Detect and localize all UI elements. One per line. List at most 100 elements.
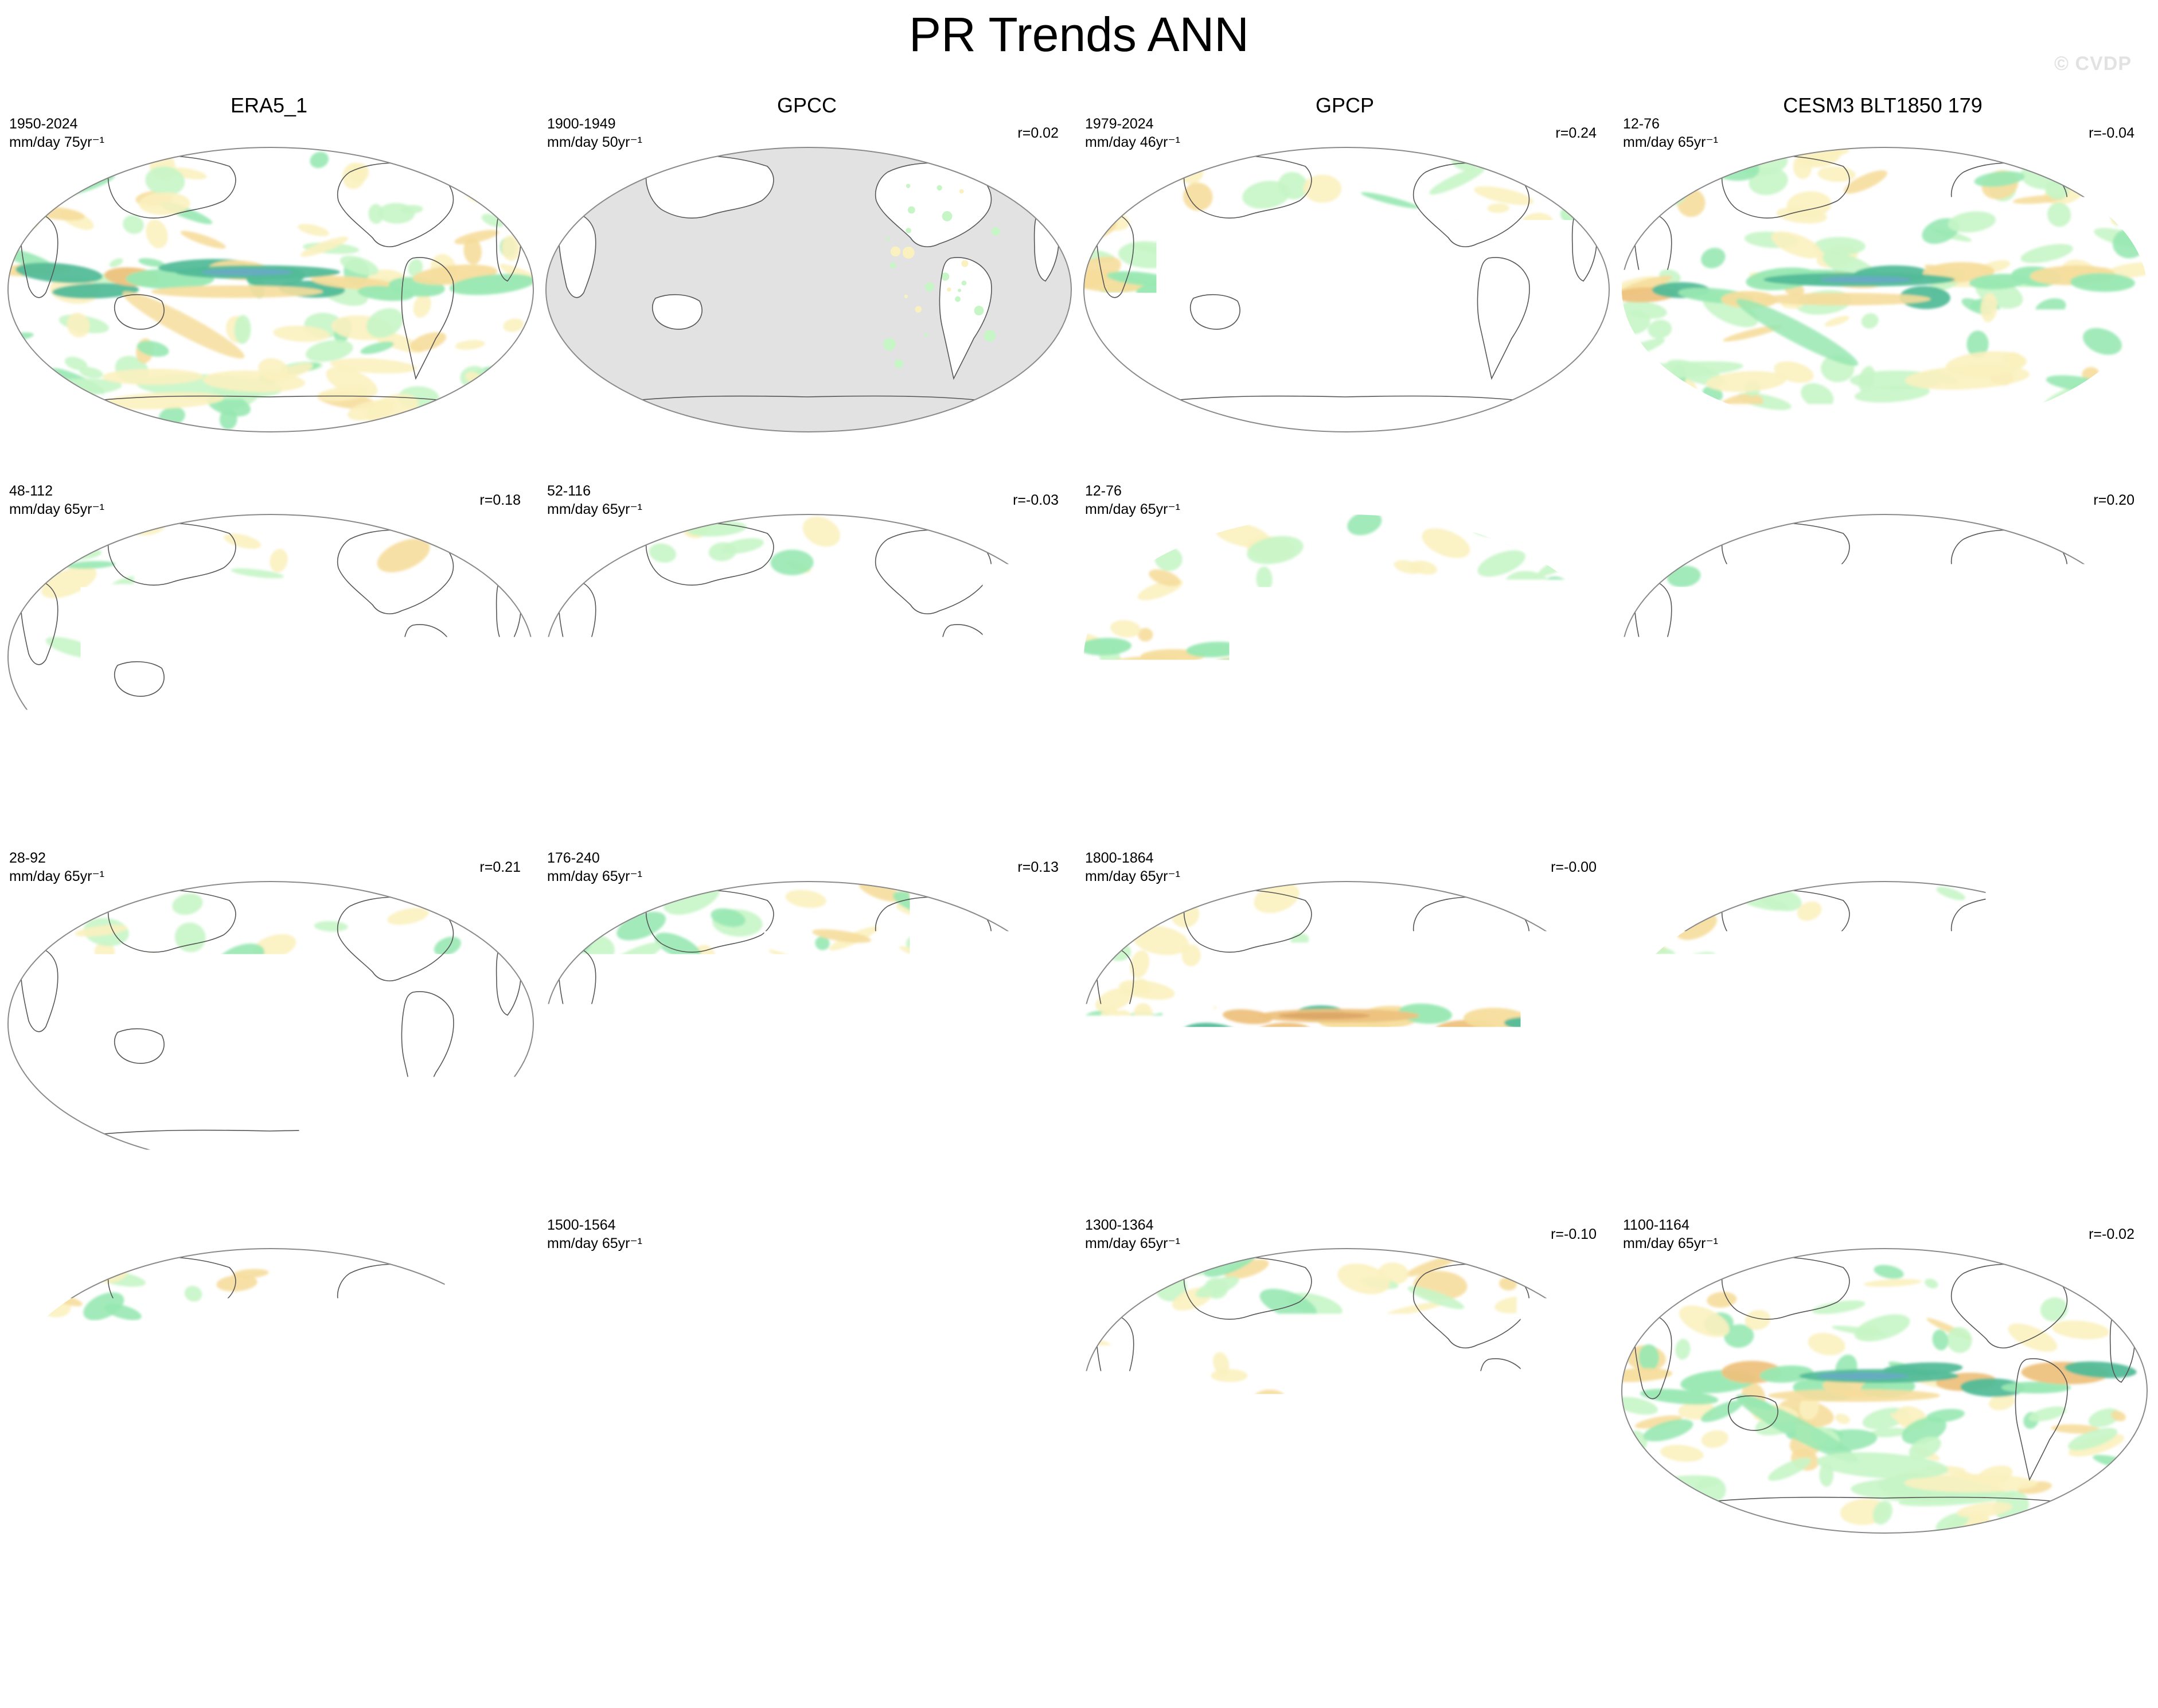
colorbar-swatch: [881, 1617, 980, 1648]
trend-contour: [906, 184, 910, 188]
colorbar-tick-label: -6: [444, 1652, 525, 1692]
colorbar-tick-label: 6: [1634, 1652, 1714, 1692]
panel-correlation: r=0.04: [2093, 858, 2134, 876]
page-title: PR Trends ANN: [0, 6, 2158, 63]
trend-contour: [1047, 1482, 1072, 1497]
panel-title: ERA5_1: [0, 93, 538, 118]
panel-title: GPCC: [538, 93, 1076, 118]
trend-contour: [1765, 1028, 1937, 1040]
panel-title: CESM3 BLT1850 156 176-240: [538, 827, 1076, 852]
trend-contour: [1039, 1296, 1076, 1311]
colorbar-swatch: [1377, 1617, 1476, 1648]
trend-contour: [1076, 717, 1101, 737]
trend-contour: [1523, 400, 1573, 436]
panel-title: CESM2 piControl B: [1076, 1194, 1614, 1219]
colorbar-tick-label: -1: [742, 1652, 822, 1692]
trend-contour: [1086, 1106, 1113, 1125]
trend-contour: [1551, 1133, 1601, 1159]
trend-contour: [555, 176, 587, 195]
trend-contour: [2101, 157, 2128, 185]
trend-contour: [1567, 887, 1614, 914]
trend-contour: [549, 542, 595, 578]
trend-contour: [57, 1493, 98, 1516]
trend-contour: [19, 1114, 71, 1158]
trend-contour: [6, 1306, 40, 1331]
trend-contour: [201, 269, 293, 276]
colorbar: [385, 1617, 1773, 1648]
panel-correlation: r=0.13: [1017, 858, 1059, 876]
panel-period: 12-76: [1623, 482, 1660, 500]
colorbar-swatch: [385, 1617, 485, 1648]
trend-contour: [488, 145, 517, 180]
panel-title: CESM3 BLT1850 179: [1614, 93, 2152, 118]
trend-contour: [538, 184, 580, 215]
panel-correlation: r=0.20: [2093, 491, 2134, 509]
trend-contour: [579, 1256, 642, 1284]
trend-contour: [975, 1504, 1023, 1530]
trend-contour: [1273, 278, 1364, 284]
panel-title: CESM3 BLT1850 172: [538, 460, 1076, 485]
trend-contour: [903, 247, 915, 259]
colorbar-tick-label: 1: [1337, 1652, 1417, 1692]
trend-contour: [1664, 758, 1685, 781]
trend-contour: [1667, 1266, 1699, 1292]
trend-contour: [475, 922, 505, 931]
map-panel: CESM3 BLT1850 178 48-112 mm/day 65yr⁻¹ r=0.…: [0, 459, 538, 803]
trend-contour: [551, 1268, 599, 1306]
panel-period: 52-116: [547, 482, 591, 500]
panel-units: mm/day 65yr⁻¹: [547, 500, 642, 518]
trend-contour: [464, 1506, 520, 1518]
trend-contour: [2109, 1460, 2152, 1494]
trend-contour: [883, 338, 896, 351]
trend-contour: [1293, 1374, 1384, 1381]
panel-period: 1100-1164: [1623, 1216, 1689, 1234]
trend-contour: [1583, 352, 1614, 362]
trend-contour: [2087, 1125, 2115, 1151]
panel-units: mm/day 65yr⁻¹: [1623, 1234, 1718, 1253]
trend-contour: [1568, 1464, 1614, 1487]
map-panel: CESM2 piControl C 1500-1564 mm/day 65yr⁻¹ r…: [538, 1193, 1076, 1537]
trend-contour: [18, 389, 46, 417]
panel-period: 1600-1664: [9, 1216, 78, 1234]
trend-contour: [1543, 913, 1566, 925]
panel-title: CESM3 BLT1850 170: [1614, 460, 2152, 485]
trend-contour: [2065, 1150, 2092, 1164]
trend-contour: [154, 658, 326, 671]
trend-contour: [567, 1299, 585, 1316]
map-panel: CESM2 piControl D 1600-1664 mm/day 65yr⁻¹ r…: [0, 1193, 538, 1537]
trend-contour: [473, 163, 534, 177]
colorbar-swatch: [782, 1617, 881, 1648]
panel-period: 1300-1364: [1085, 1216, 1154, 1234]
trend-contour: [2120, 937, 2151, 958]
trend-contour: [1173, 1143, 1211, 1164]
panel-correlation: r=0.02: [1017, 124, 1059, 142]
panel-units: mm/day 65yr⁻¹: [547, 1234, 642, 1253]
trend-contour: [1287, 639, 1379, 646]
panel-title: CESM2 piControl C: [538, 1194, 1076, 1219]
trend-contour: [2128, 418, 2152, 426]
panel-title: CESM3 BLT1850 166: [0, 827, 538, 852]
trend-contour: [754, 1002, 846, 1009]
trend-contour: [98, 1519, 126, 1532]
panel-units: mm/day 65yr⁻¹: [1085, 1234, 1180, 1253]
trend-contour: [1511, 519, 1550, 549]
map-panel: CESM2 piControl B 1300-1364 mm/day 65yr⁻¹ r…: [1076, 1193, 1614, 1537]
trend-contour: [552, 1481, 572, 1505]
panel-period: 48-112: [9, 482, 53, 500]
trend-contour: [1645, 164, 1673, 177]
trend-contour: [552, 719, 576, 739]
trend-contour: [961, 260, 968, 267]
trend-contour: [566, 379, 590, 399]
trend-contour: [1617, 523, 1657, 545]
trend-contour: [974, 306, 984, 315]
trend-contour: [1009, 174, 1053, 193]
colorbar-swatch: [1674, 1617, 1773, 1648]
trend-contour: [947, 287, 951, 291]
colorbar-swatch: [1178, 1617, 1278, 1648]
trend-contour: [1653, 186, 1685, 206]
trend-contour: [2101, 520, 2141, 552]
trend-contour: [6, 1279, 23, 1293]
trend-contour: [2103, 163, 2151, 192]
trend-contour: [1550, 376, 1577, 405]
trend-contour: [1121, 516, 1163, 544]
